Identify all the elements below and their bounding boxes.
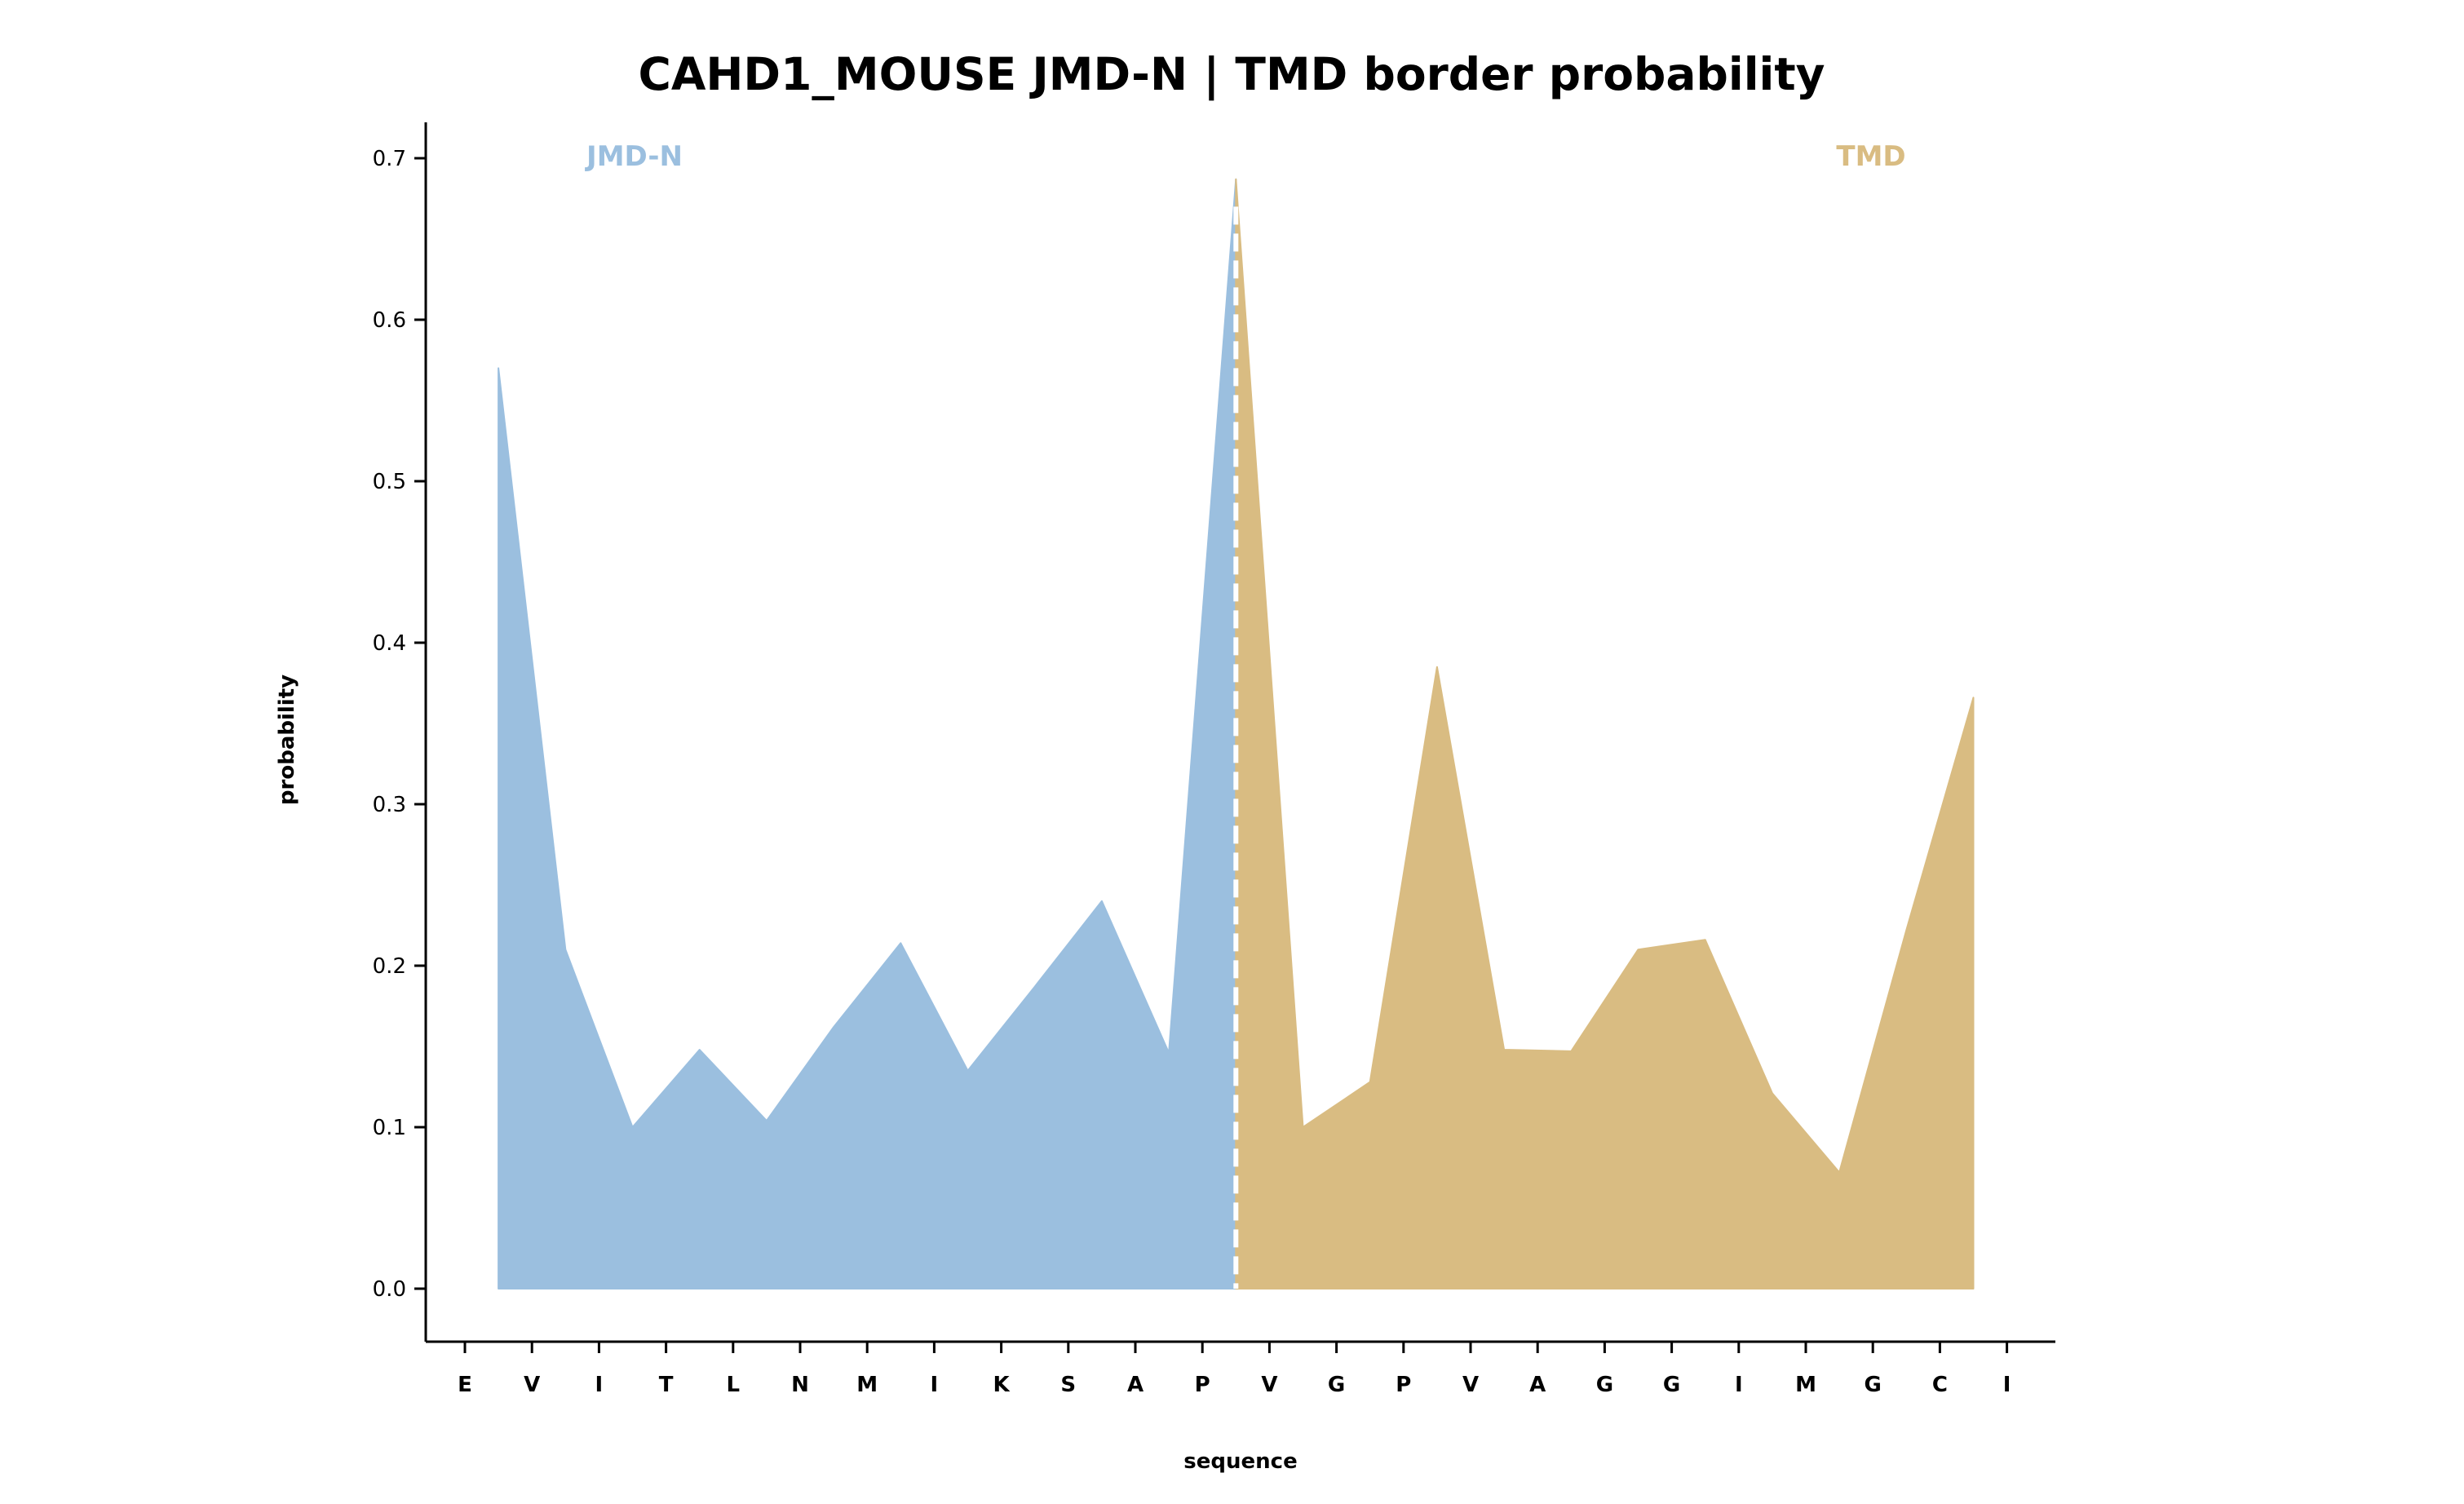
plot-area bbox=[498, 178, 1975, 1289]
x-tick-label: I bbox=[2003, 1373, 2011, 1397]
x-tick-label: K bbox=[993, 1373, 1011, 1397]
jmd-n-region-label: JMD-N bbox=[585, 140, 683, 173]
x-axis-label: sequence bbox=[1183, 1449, 1297, 1474]
y-tick-label: 0.1 bbox=[373, 1116, 406, 1140]
x-tick-label: M bbox=[856, 1373, 878, 1397]
x-tick-label: A bbox=[1127, 1373, 1144, 1397]
x-tick-label: M bbox=[1795, 1373, 1816, 1397]
y-tick-label: 0.5 bbox=[373, 470, 406, 494]
y-axis-label: probability bbox=[275, 675, 299, 805]
y-axis-ticks: 0.0 0.1 0.2 0.3 0.4 0.5 0.6 0.7 bbox=[373, 147, 426, 1302]
x-tick-label: V bbox=[1261, 1373, 1277, 1397]
tmd-region-label: TMD bbox=[1836, 140, 1905, 173]
x-tick-label: A bbox=[1529, 1373, 1546, 1397]
x-tick-label: L bbox=[727, 1373, 741, 1397]
x-tick-label: N bbox=[791, 1373, 809, 1397]
y-tick-label: 0.6 bbox=[373, 308, 406, 333]
x-tick-label: P bbox=[1195, 1373, 1210, 1397]
x-tick-label: E bbox=[458, 1373, 472, 1397]
y-tick-label: 0.0 bbox=[373, 1277, 406, 1302]
x-tick-label: V bbox=[524, 1373, 540, 1397]
x-tick-label: I bbox=[931, 1373, 939, 1397]
x-tick-label: G bbox=[1328, 1373, 1345, 1397]
x-tick-label: P bbox=[1396, 1373, 1411, 1397]
x-tick-label: I bbox=[1735, 1373, 1743, 1397]
x-tick-label: T bbox=[659, 1373, 674, 1397]
y-tick-label: 0.3 bbox=[373, 793, 406, 817]
chart-title: CAHD1_MOUSE JMD-N | TMD border probabili… bbox=[638, 48, 1825, 101]
x-tick-label: V bbox=[1462, 1373, 1479, 1397]
area-series-tmd bbox=[1235, 178, 1975, 1289]
x-tick-label: G bbox=[1663, 1373, 1680, 1397]
y-tick-label: 0.4 bbox=[373, 631, 406, 656]
x-tick-label: C bbox=[1932, 1373, 1948, 1397]
y-tick-label: 0.2 bbox=[373, 954, 406, 979]
area-series-jmd-n bbox=[498, 178, 1237, 1289]
y-tick-label: 0.7 bbox=[373, 147, 406, 171]
x-tick-label: G bbox=[1596, 1373, 1613, 1397]
x-tick-label: S bbox=[1060, 1373, 1076, 1397]
x-tick-label: I bbox=[595, 1373, 604, 1397]
x-tick-label: G bbox=[1865, 1373, 1882, 1397]
